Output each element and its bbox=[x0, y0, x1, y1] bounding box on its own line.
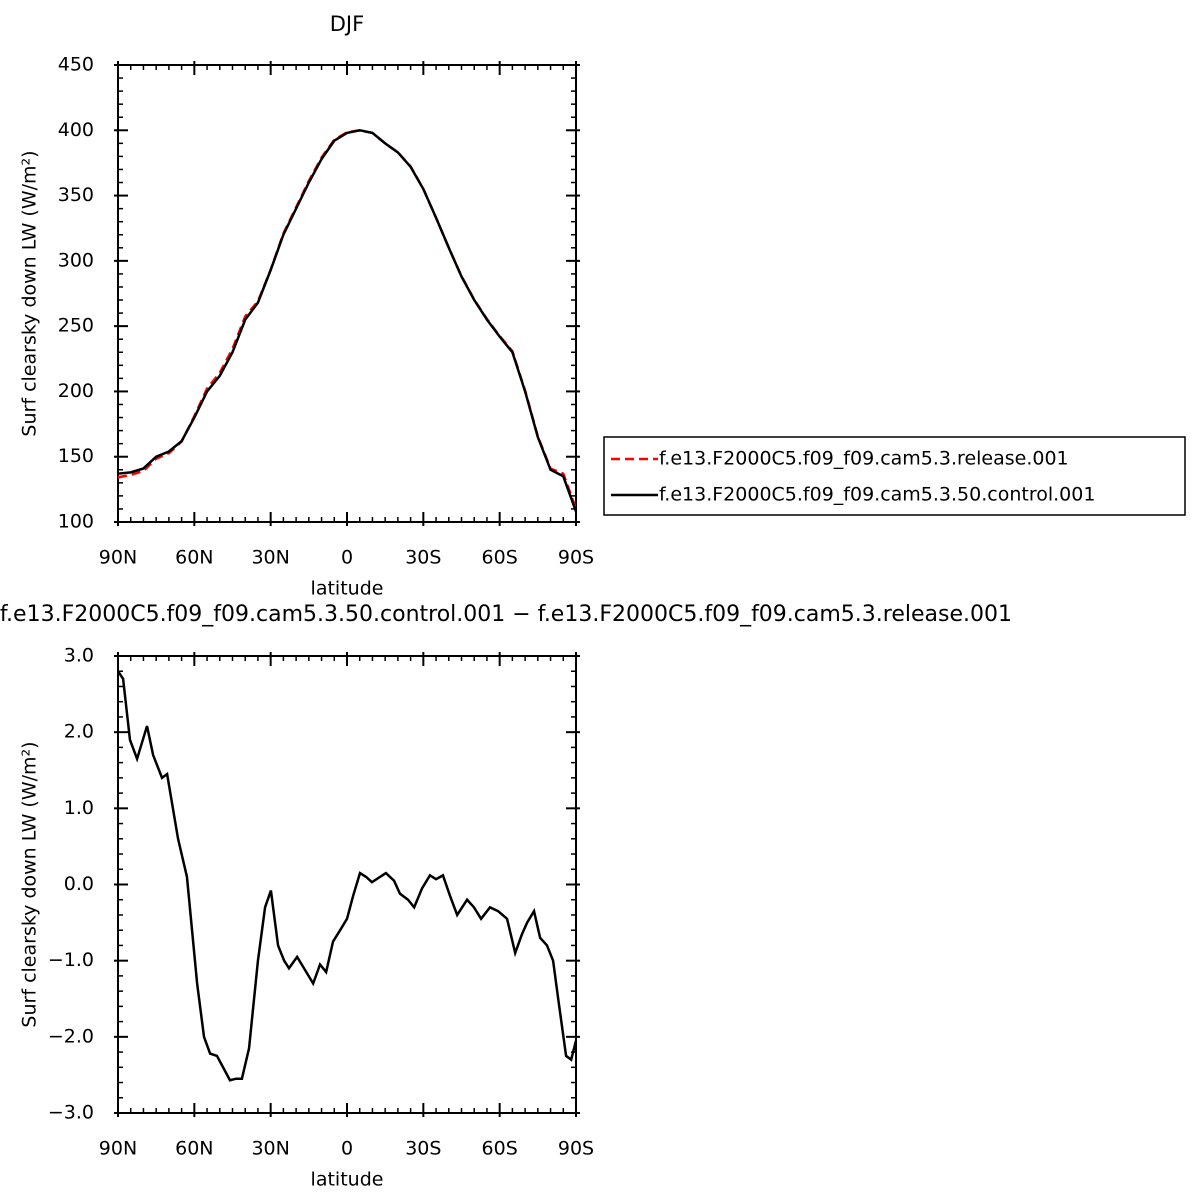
x-tick-label: 90S bbox=[558, 547, 594, 569]
x-axis-label: latitude bbox=[311, 1169, 384, 1191]
y-tick-label: 200 bbox=[58, 380, 94, 402]
y-tick-label: 450 bbox=[58, 54, 94, 76]
x-tick-label: 60S bbox=[482, 547, 518, 569]
x-tick-label: 60N bbox=[175, 1138, 213, 1160]
y-tick-label: −1.0 bbox=[48, 949, 94, 971]
x-tick-label: 60S bbox=[482, 1138, 518, 1160]
x-tick-label: 60N bbox=[175, 547, 213, 569]
y-tick-label: 100 bbox=[58, 511, 94, 533]
x-tick-label: 0 bbox=[341, 1138, 353, 1160]
chart-title: DJF bbox=[330, 12, 364, 36]
y-tick-label: −3.0 bbox=[48, 1102, 94, 1124]
x-tick-label: 30N bbox=[251, 547, 289, 569]
x-tick-label: 30S bbox=[405, 1138, 441, 1160]
x-tick-label: 90N bbox=[99, 547, 137, 569]
x-tick-label: 90N bbox=[99, 1138, 137, 1160]
y-tick-label: 250 bbox=[58, 315, 94, 337]
x-tick-label: 30N bbox=[251, 1138, 289, 1160]
x-axis-label: latitude bbox=[311, 578, 384, 600]
data-line bbox=[116, 670, 578, 1082]
y-tick-label: 400 bbox=[58, 119, 94, 141]
legend-box bbox=[603, 436, 1186, 516]
y-tick-label: 3.0 bbox=[64, 645, 94, 667]
x-tick-label: 90S bbox=[558, 1138, 594, 1160]
data-line bbox=[117, 129, 578, 512]
y-tick-label: 1.0 bbox=[64, 797, 94, 819]
data-line bbox=[117, 129, 578, 510]
y-axis-label: Surf clearsky down LW (W/m²) bbox=[19, 741, 41, 1027]
legend-label: f.e13.F2000C5.f09_f09.cam5.3.release.001 bbox=[659, 448, 1069, 470]
y-tick-label: 0.0 bbox=[64, 873, 94, 895]
x-tick-label: 30S bbox=[405, 547, 441, 569]
x-tick-label: 0 bbox=[341, 547, 353, 569]
legend-label: f.e13.F2000C5.f09_f09.cam5.3.50.control.… bbox=[659, 484, 1095, 506]
y-tick-label: 150 bbox=[58, 445, 94, 467]
chart-title: f.e13.F2000C5.f09_f09.cam5.3.50.control.… bbox=[0, 602, 1012, 627]
y-axis-label: Surf clearsky down LW (W/m²) bbox=[19, 150, 41, 436]
y-tick-label: 300 bbox=[58, 249, 94, 271]
y-tick-label: −2.0 bbox=[48, 1025, 94, 1047]
y-tick-label: 2.0 bbox=[64, 721, 94, 743]
y-tick-label: 350 bbox=[58, 184, 94, 206]
